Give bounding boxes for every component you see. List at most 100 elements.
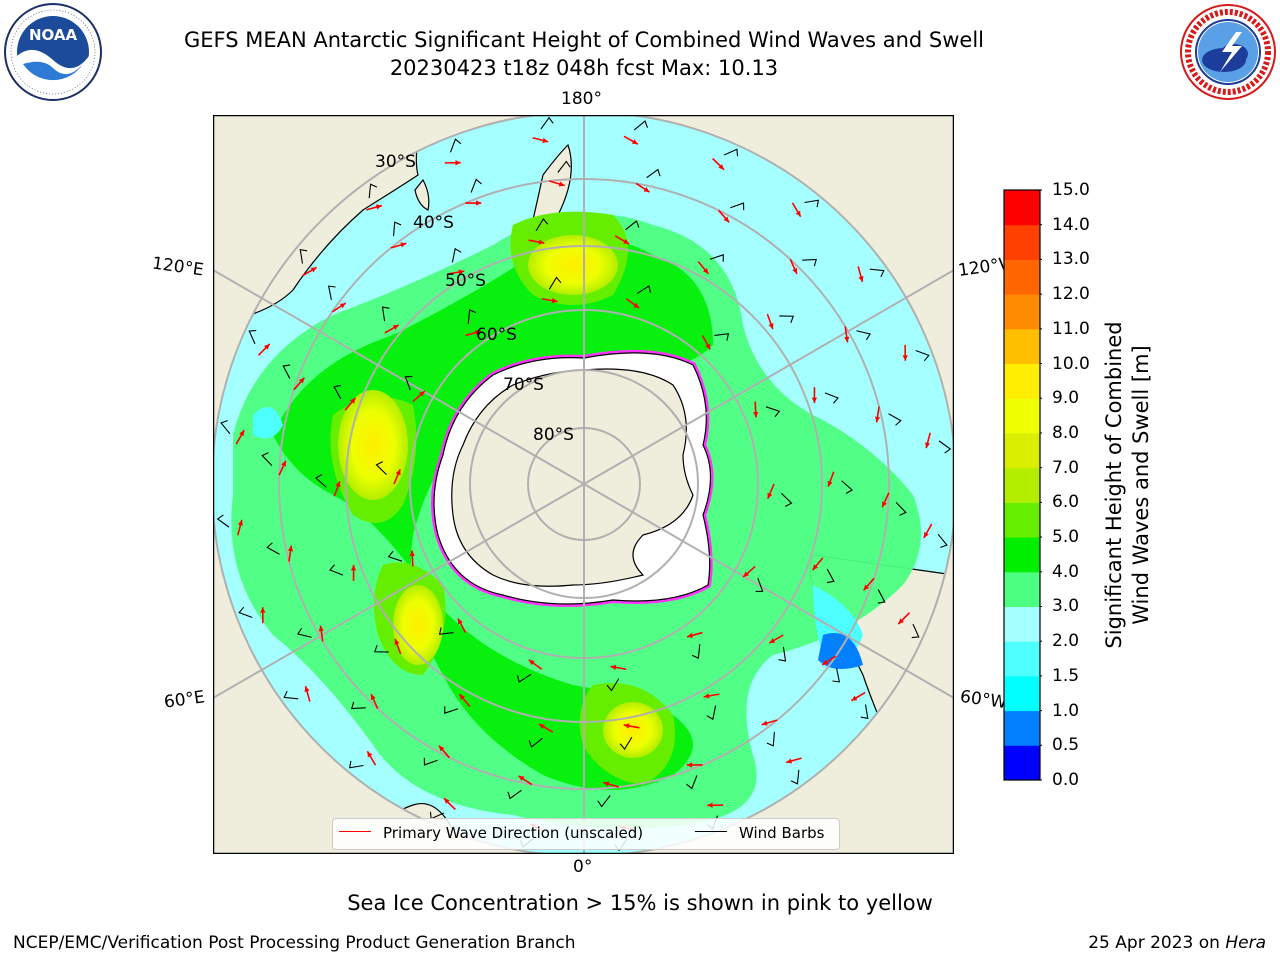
wave-arrow-head bbox=[528, 659, 535, 666]
wind-barb bbox=[802, 258, 817, 267]
wave-arrow-head bbox=[475, 200, 482, 206]
wind-barb bbox=[557, 160, 571, 173]
wind-barb bbox=[216, 514, 230, 528]
lat-label-50s: 50°S bbox=[445, 271, 486, 291]
wave-arrow-head bbox=[767, 492, 773, 499]
colorbar-segment bbox=[1004, 537, 1040, 573]
wind-barb bbox=[238, 606, 253, 619]
wave-arrow-head bbox=[375, 204, 382, 210]
wave-arrow-head bbox=[623, 723, 630, 729]
wave-arrow-head bbox=[858, 275, 864, 282]
wind-barb bbox=[824, 392, 839, 404]
footer-credit: NCEP/EMC/Verification Post Processing Pr… bbox=[13, 933, 576, 953]
lon-label-0: 0° bbox=[573, 857, 593, 877]
colorbar-tick-label: 13.0 bbox=[1052, 249, 1090, 270]
wave-arrow-head bbox=[769, 638, 776, 644]
wave-arrow-head bbox=[687, 632, 693, 638]
map-canvas bbox=[213, 115, 954, 854]
wind-barb bbox=[449, 138, 462, 153]
wind-barb bbox=[691, 644, 701, 659]
wave-arrow-head bbox=[237, 519, 243, 526]
lat-label-40s: 40°S bbox=[413, 213, 454, 233]
wind-barb bbox=[283, 690, 299, 700]
wind-barb bbox=[686, 775, 698, 790]
wave-arrow-head bbox=[811, 397, 818, 404]
map-panel: 30°S 40°S 50°S 60°S 70°S 80°S Primary Wa… bbox=[213, 115, 954, 854]
colorbar-title-line1: Significant Height of Combined bbox=[1102, 321, 1126, 649]
wind-barb bbox=[381, 306, 390, 321]
wave-arrow-head bbox=[400, 242, 407, 248]
wind-barb bbox=[826, 568, 835, 584]
wave-arrow-head bbox=[812, 564, 819, 571]
legend-label-wave-direction: Primary Wave Direction (unscaled) bbox=[383, 824, 644, 842]
colorbar-tick-label: 0.0 bbox=[1052, 770, 1080, 790]
wave-arrow-head bbox=[795, 210, 801, 217]
wind-barb bbox=[266, 542, 280, 555]
wind-barb bbox=[646, 168, 661, 179]
svg-text:NOAA: NOAA bbox=[29, 26, 78, 44]
wind-barb bbox=[373, 644, 389, 653]
wind-barb bbox=[778, 647, 787, 662]
wave-arrow-head bbox=[392, 324, 399, 330]
wind-barb bbox=[730, 202, 745, 211]
wind-barb bbox=[633, 120, 649, 131]
wind-barb bbox=[314, 474, 327, 488]
footer-date-text: 25 Apr 2023 on bbox=[1088, 933, 1226, 953]
colorbar-tick-label: 8.0 bbox=[1052, 422, 1080, 443]
wave-arrow-head bbox=[260, 607, 266, 613]
colorbar-segment bbox=[1004, 190, 1040, 226]
colorbar-tick-label: 14.0 bbox=[1052, 214, 1090, 235]
colorbar-segment bbox=[1004, 363, 1040, 399]
wave-arrow-head bbox=[707, 802, 713, 808]
colorbar-tick-label: 10.0 bbox=[1052, 353, 1090, 374]
colorbar-segment bbox=[1004, 675, 1040, 712]
wind-barb bbox=[723, 148, 739, 157]
colorbar-tick-label: 9.0 bbox=[1052, 388, 1080, 409]
wind-barb bbox=[248, 329, 257, 345]
colorbar-tick-label: 1.5 bbox=[1052, 665, 1080, 686]
colorbar-tick-label: 7.0 bbox=[1052, 457, 1080, 478]
wave-max-south bbox=[603, 702, 663, 758]
map-frame bbox=[213, 115, 954, 854]
wind-barb bbox=[261, 452, 273, 466]
wave-arrow-head bbox=[703, 268, 709, 274]
footer-date: 25 Apr 2023 on Hera bbox=[1088, 933, 1266, 953]
wave-arrow-head bbox=[457, 618, 463, 625]
wind-barb bbox=[832, 668, 841, 683]
wave-arrow-head bbox=[455, 160, 461, 166]
wave-arrow-head bbox=[350, 564, 357, 571]
wave-arrow-head bbox=[310, 267, 317, 273]
wave-arrow-head bbox=[475, 330, 481, 336]
wave-arrow-head bbox=[610, 664, 617, 670]
wind-barb bbox=[709, 254, 724, 262]
wave-arrow-head bbox=[438, 745, 445, 752]
wind-barb bbox=[516, 673, 532, 683]
calm-area-west bbox=[253, 407, 283, 439]
wave-arrow-head bbox=[827, 480, 833, 487]
sea-ice-note: Sea Ice Concentration > 15% is shown in … bbox=[347, 891, 933, 915]
wave-arrow-head bbox=[743, 571, 749, 578]
wind-barb bbox=[467, 309, 477, 324]
wind-barb bbox=[636, 285, 652, 295]
nws-logo bbox=[1180, 4, 1276, 100]
lon-label-120e: 120°E bbox=[150, 253, 205, 281]
colorbar bbox=[1003, 189, 1042, 781]
wind-barb bbox=[470, 178, 482, 193]
wave-arrow-head bbox=[902, 355, 908, 361]
wind-barb bbox=[841, 480, 854, 494]
wind-barb bbox=[877, 589, 886, 604]
colorbar-frame bbox=[1003, 189, 1041, 781]
wave-arrow-head bbox=[281, 460, 286, 467]
colorbar-tick-label: 15.0 bbox=[1052, 180, 1090, 200]
wave-arrow-head bbox=[705, 343, 711, 350]
lon-label-60e: 60°E bbox=[162, 687, 207, 713]
wave-arrow-head bbox=[542, 137, 549, 143]
wave-max-southwest bbox=[393, 585, 443, 665]
wave-arrow-head bbox=[822, 659, 829, 665]
colorbar-tick-label: 0.5 bbox=[1052, 735, 1080, 756]
colorbar-segment bbox=[1004, 502, 1040, 538]
wind-barb bbox=[375, 461, 387, 475]
colorbar-segment bbox=[1004, 710, 1040, 746]
wind-barb bbox=[282, 364, 291, 379]
legend-swatch-wave-direction bbox=[339, 831, 371, 832]
